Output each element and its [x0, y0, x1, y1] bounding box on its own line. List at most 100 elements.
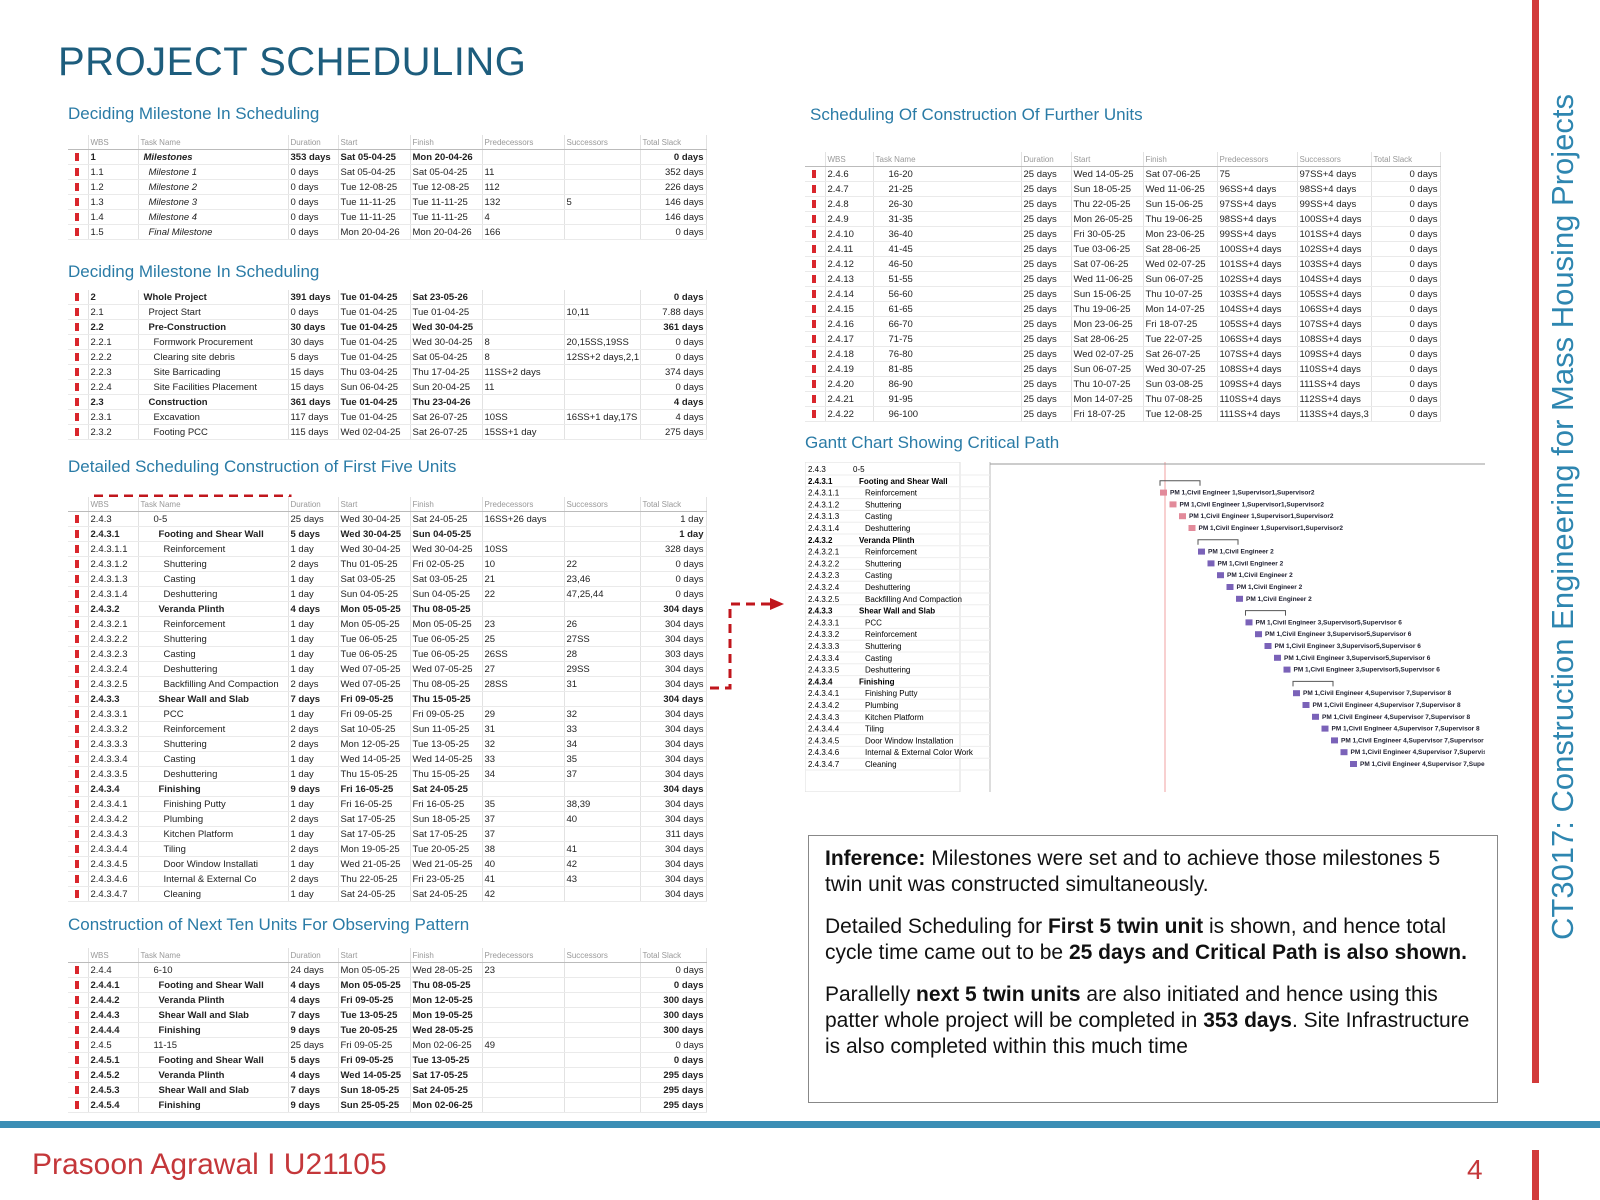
table-cell: 2 days: [288, 811, 339, 827]
table-cell: 11SS+2 days: [482, 364, 565, 380]
table-cell: Tue 06-05-25: [338, 646, 411, 662]
table-cell: 32: [482, 736, 565, 752]
table-cell: 42: [482, 886, 565, 902]
inference-text: Parallelly: [825, 983, 917, 1006]
indicator-cell: [68, 526, 89, 542]
gantt-wbs: 2.4.3.2.3: [808, 571, 840, 580]
column-header: Task Name: [138, 497, 289, 512]
gantt-wbs: 2.4.3.2: [808, 536, 833, 545]
indicator-icon: [75, 322, 79, 331]
table-row: 2.4.20 86-90 25 days Thu 10-07-25 Sun 03-08-…: [805, 376, 1441, 392]
gantt-task: Veranda Plinth: [859, 536, 915, 545]
section-heading: Scheduling Of Construction Of Further Un…: [810, 105, 1143, 124]
indicator-cell: [805, 391, 826, 407]
table-cell: Sat 28-06-25: [1143, 241, 1218, 257]
table-cell: Tue 11-11-25: [338, 194, 411, 210]
table-cell: Casting: [138, 751, 289, 767]
table-cell: [564, 541, 641, 557]
table-cell: Mon 05-05-25: [338, 616, 411, 632]
indicator-cell: [68, 962, 89, 978]
table-cell: 2.4.3.2.1: [88, 616, 139, 632]
table-cell: 304 days: [640, 781, 707, 797]
resource-label: PM 1,Civil Engineer 3,Supervisor5,Superv…: [1284, 655, 1431, 662]
table-cell: 40: [564, 811, 641, 827]
gantt-bar: [1312, 713, 1319, 720]
table-cell: 2.4.5.4: [88, 1097, 139, 1113]
table-cell: 0 days: [1371, 286, 1441, 302]
schedule-table: WBS Task Name Duration Start Finish Predecess…: [68, 948, 707, 1113]
indicator-cell: [68, 796, 89, 812]
table-cell: 2.4.12: [825, 256, 874, 272]
table-cell: Tue 06-05-25: [338, 631, 411, 647]
table-cell: Clearing site debris: [138, 349, 289, 365]
gantt-bar: [1321, 725, 1329, 732]
table-cell: Fri 30-05-25: [1071, 226, 1144, 242]
table-cell: 146 days: [640, 194, 707, 210]
table-cell: Tue 11-11-25: [410, 194, 483, 210]
table-cell: 2.2.4: [88, 379, 139, 395]
indicator-icon: [75, 589, 79, 598]
indicator-icon: [812, 229, 816, 238]
table-cell: Plumbing: [138, 811, 289, 827]
indicator-cell: [68, 349, 89, 365]
indicator-icon: [812, 244, 816, 253]
table-cell: 2.4.3.2.5: [88, 676, 139, 692]
table-cell: 304 days: [640, 856, 707, 872]
table-cell: Wed 30-07-25: [1143, 361, 1218, 377]
table-cell: Wed 30-04-25: [338, 511, 411, 527]
table-cell: 352 days: [640, 164, 707, 180]
gantt-task: Reinforcement: [865, 489, 918, 498]
summary-bracket: [1292, 680, 1334, 687]
table-cell: Shear Wall and Slab: [138, 1007, 289, 1023]
table-cell: 36-40: [873, 226, 1022, 242]
table-cell: 0 days: [640, 1037, 707, 1053]
indicator-cell: [68, 364, 89, 380]
column-header: Predecessors: [1217, 152, 1298, 167]
column-header: Start: [338, 497, 411, 512]
table-cell: Wed 02-07-25: [1143, 256, 1218, 272]
table-cell: [564, 992, 641, 1008]
column-header: Total Slack: [640, 135, 707, 150]
indicator-icon: [75, 859, 79, 868]
table-cell: Sat 17-05-25: [338, 826, 411, 842]
column-header: Successors: [564, 948, 641, 963]
table-row: 2.4.16 66-70 25 days Mon 23-06-25 Fri 18-07-…: [805, 316, 1441, 332]
column-header: WBS: [88, 497, 139, 512]
table-row: 2.4.3.3 Shear Wall and Slab 7 days Fri 09-0…: [68, 691, 707, 707]
table-cell: Sun 04-05-25: [410, 526, 483, 542]
table-cell: 109SS+4 days: [1297, 346, 1372, 362]
table-cell: Tue 20-05-25: [410, 841, 483, 857]
table-cell: Shear Wall and Slab: [138, 1082, 289, 1098]
indicator-icon: [812, 289, 816, 298]
table-cell: 28SS: [482, 676, 565, 692]
table-cell: 2.4.14: [825, 286, 874, 302]
table-cell: 0 days: [1371, 256, 1441, 272]
indicator-cell: [68, 209, 89, 225]
table-cell: Mon 12-05-25: [338, 736, 411, 752]
table-cell: Thu 15-05-25: [338, 766, 411, 782]
table-cell: 4: [482, 209, 565, 225]
indicator-cell: [68, 290, 89, 305]
table-cell: 10,11: [564, 304, 641, 320]
table-cell: 2.4.4: [88, 962, 139, 978]
table-cell: 0 days: [288, 209, 339, 225]
table-cell: 25 days: [1021, 316, 1072, 332]
indicator-icon: [75, 382, 79, 391]
table-cell: 2 days: [288, 841, 339, 857]
table-cell: 0-5: [138, 511, 289, 527]
table-cell: 21: [482, 571, 565, 587]
indicator-cell: [68, 661, 89, 677]
table-cell: Sat 26-07-25: [410, 409, 483, 425]
table-row: 2.4.3 0-5 25 days Wed 30-04-25 Sat 24-05-25 1…: [68, 511, 707, 527]
gantt-wbs: 2.4.3.1.4: [808, 524, 840, 533]
column-header: Successors: [1297, 152, 1372, 167]
indicator-icon: [75, 814, 79, 823]
column-header: Total Slack: [1371, 152, 1441, 167]
table-cell: 2 days: [288, 721, 339, 737]
gantt-wbs: 2.4.3.4.7: [808, 760, 840, 769]
table-cell: [482, 1007, 565, 1023]
gantt-task: Finishing Putty: [865, 689, 917, 698]
table-cell: Sat 28-06-25: [1071, 331, 1144, 347]
table-cell: Sat 24-05-25: [410, 511, 483, 527]
table-cell: Finishing: [138, 1097, 289, 1113]
